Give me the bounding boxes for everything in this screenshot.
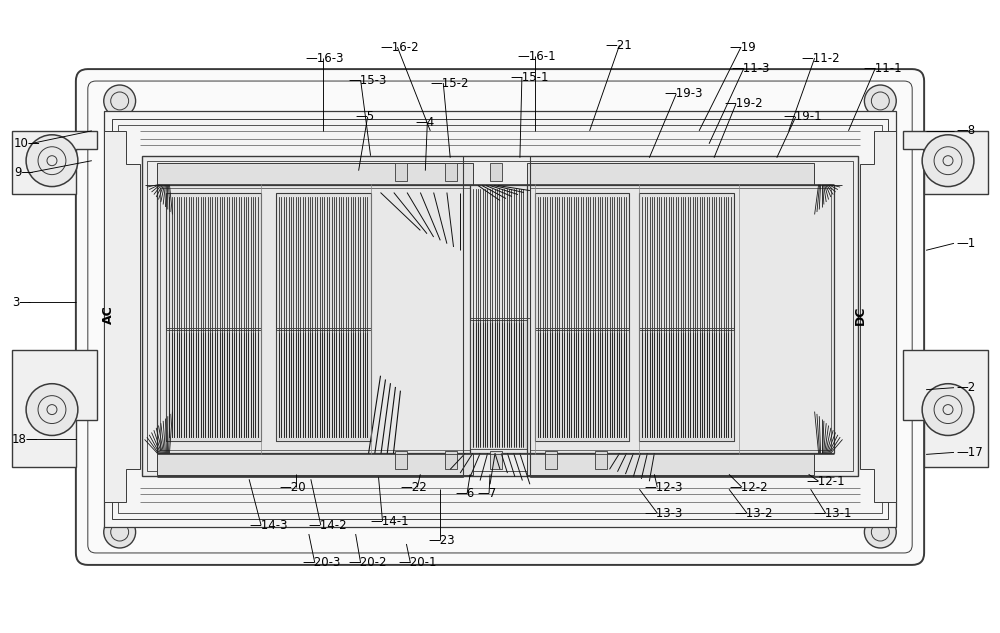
Bar	[166, 192, 261, 441]
Text: —11-2: —11-2	[802, 52, 840, 65]
Text: —16-1: —16-1	[518, 49, 557, 63]
Text: —14-3: —14-3	[249, 518, 288, 532]
Bar	[470, 185, 530, 453]
Text: —19: —19	[729, 41, 756, 54]
Text: —17: —17	[956, 446, 983, 459]
Polygon shape	[12, 350, 97, 467]
Bar	[157, 453, 473, 475]
Bar	[535, 330, 629, 441]
Bar	[157, 185, 473, 453]
Text: —4: —4	[415, 116, 435, 129]
Bar	[276, 192, 371, 441]
Bar	[166, 330, 261, 441]
Bar	[527, 453, 814, 475]
Bar	[276, 330, 371, 441]
Text: —15-3: —15-3	[349, 73, 387, 87]
Circle shape	[104, 516, 136, 548]
Text: 18—: 18—	[12, 433, 39, 446]
Bar	[147, 161, 853, 472]
Text: —15-2: —15-2	[430, 77, 469, 89]
Text: 3—: 3—	[12, 296, 31, 308]
Bar	[445, 163, 457, 180]
Text: —5: —5	[356, 110, 375, 123]
Text: —15-1: —15-1	[510, 70, 548, 84]
Bar	[490, 451, 502, 469]
Text: —19-2: —19-2	[724, 97, 763, 110]
Bar	[595, 451, 607, 469]
Text: —13-3: —13-3	[644, 506, 683, 520]
Text: —11-1: —11-1	[863, 61, 902, 75]
Bar	[639, 330, 734, 441]
Text: —16-3: —16-3	[306, 52, 344, 65]
Polygon shape	[12, 131, 97, 194]
Bar	[157, 163, 473, 185]
Bar	[545, 451, 557, 469]
Text: —12-1: —12-1	[807, 475, 845, 488]
Text: —19-1: —19-1	[784, 110, 822, 123]
Text: AC: AC	[102, 306, 115, 324]
Bar	[527, 163, 814, 185]
Polygon shape	[903, 131, 988, 194]
Text: —13-1: —13-1	[814, 506, 852, 520]
Text: —13-2: —13-2	[734, 506, 772, 520]
Text: —1: —1	[956, 237, 975, 250]
Bar	[535, 192, 629, 441]
Text: —20-2: —20-2	[349, 556, 387, 570]
Text: —8: —8	[956, 124, 975, 137]
Circle shape	[922, 384, 974, 436]
Bar	[395, 451, 407, 469]
Circle shape	[864, 516, 896, 548]
Bar	[470, 320, 530, 449]
Text: —12-2: —12-2	[729, 480, 768, 494]
Bar	[112, 119, 888, 519]
Bar	[527, 185, 834, 453]
Text: —19-3: —19-3	[664, 87, 703, 101]
Circle shape	[922, 135, 974, 187]
Polygon shape	[104, 131, 140, 502]
Text: —14-2: —14-2	[309, 518, 347, 532]
FancyBboxPatch shape	[76, 69, 924, 565]
Text: —23: —23	[428, 534, 455, 546]
Circle shape	[26, 384, 78, 436]
Bar	[395, 163, 407, 180]
Text: —20: —20	[279, 480, 306, 494]
Text: —21: —21	[606, 39, 632, 52]
Text: —6: —6	[455, 487, 474, 499]
Polygon shape	[903, 350, 988, 467]
Bar	[142, 156, 858, 476]
Text: DC: DC	[854, 305, 867, 325]
Text: —16-2: —16-2	[381, 41, 419, 54]
Text: 10—: 10—	[14, 137, 41, 150]
Text: —11-3: —11-3	[731, 61, 769, 75]
Text: —20-3: —20-3	[303, 556, 341, 570]
Bar	[118, 125, 882, 513]
Bar	[639, 192, 734, 441]
Polygon shape	[860, 131, 896, 502]
Text: —7: —7	[477, 487, 496, 499]
Text: —20-1: —20-1	[398, 556, 437, 570]
Bar	[445, 451, 457, 469]
Circle shape	[26, 135, 78, 187]
Text: —14-1: —14-1	[371, 515, 409, 527]
Text: —12-3: —12-3	[644, 480, 683, 494]
Text: —22: —22	[400, 480, 427, 494]
Text: 9—: 9—	[14, 166, 33, 179]
Bar	[160, 187, 470, 451]
Circle shape	[104, 85, 136, 117]
Bar	[104, 111, 896, 527]
Bar	[490, 163, 502, 180]
Text: —2: —2	[956, 381, 975, 394]
Bar	[530, 187, 831, 451]
Circle shape	[864, 85, 896, 117]
